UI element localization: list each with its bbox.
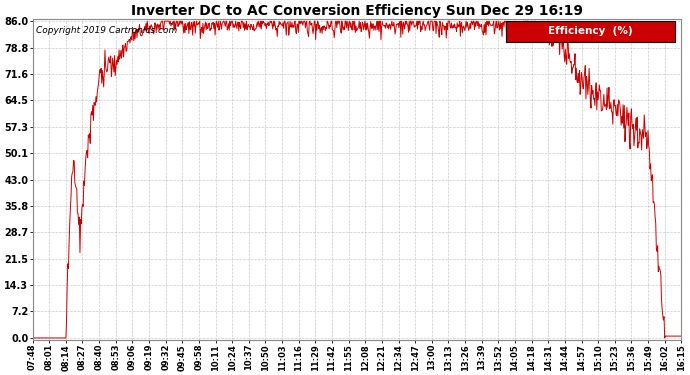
Title: Inverter DC to AC Conversion Efficiency Sun Dec 29 16:19: Inverter DC to AC Conversion Efficiency … bbox=[131, 4, 583, 18]
Text: Copyright 2019 Cartronics.com: Copyright 2019 Cartronics.com bbox=[36, 26, 177, 35]
FancyBboxPatch shape bbox=[506, 21, 675, 42]
Text: Efficiency  (%): Efficiency (%) bbox=[548, 26, 633, 36]
